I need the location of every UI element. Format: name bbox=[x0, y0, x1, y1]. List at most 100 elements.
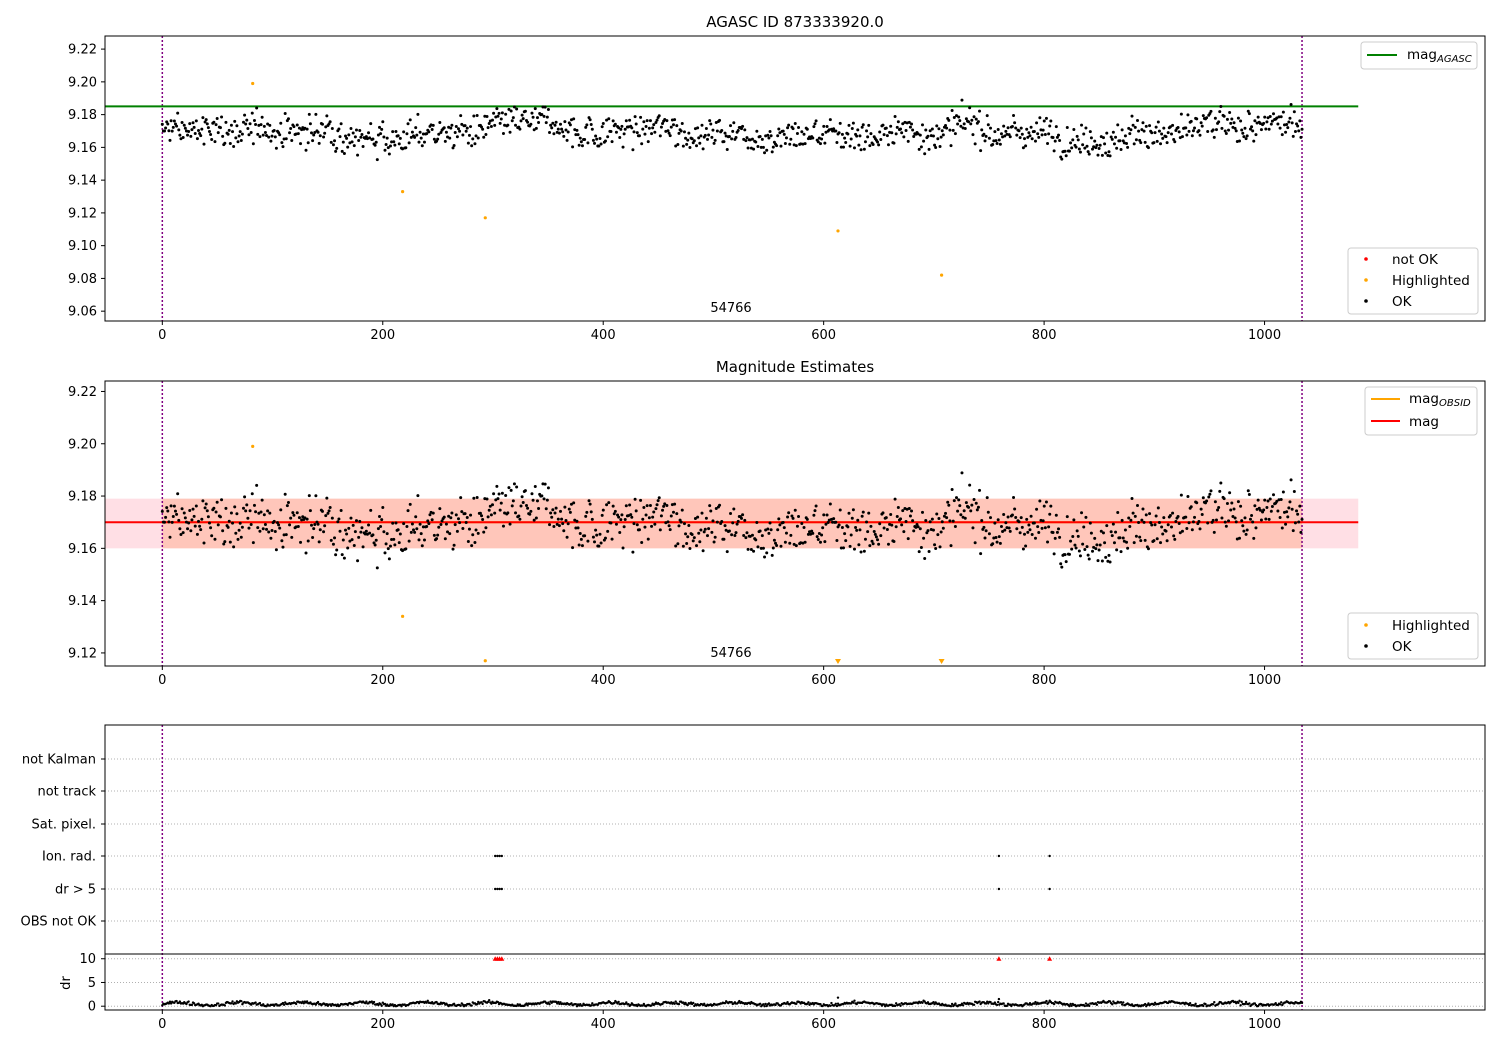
ok-point bbox=[637, 134, 641, 138]
ok-point bbox=[817, 532, 821, 536]
ok-point bbox=[958, 119, 962, 123]
ok-point bbox=[983, 536, 987, 540]
ok-point bbox=[561, 522, 565, 526]
ok-point bbox=[1269, 509, 1273, 513]
ok-point bbox=[1227, 519, 1231, 523]
ok-point bbox=[1028, 134, 1032, 138]
ok-point bbox=[713, 138, 717, 142]
ok-point bbox=[247, 526, 251, 530]
ok-point bbox=[232, 545, 236, 549]
flag-row-label: OBS not OK bbox=[21, 915, 97, 930]
ok-point bbox=[1052, 149, 1056, 153]
ok-point bbox=[218, 515, 222, 519]
dr-point bbox=[192, 1002, 196, 1005]
ok-point bbox=[940, 129, 944, 133]
ok-point bbox=[564, 128, 568, 132]
ok-point bbox=[278, 526, 282, 530]
dr-point bbox=[786, 1001, 789, 1004]
ok-point bbox=[371, 137, 375, 141]
ok-point bbox=[874, 535, 878, 539]
ok-point bbox=[190, 518, 194, 522]
ok-point bbox=[224, 506, 228, 510]
ok-point bbox=[182, 123, 186, 127]
ok-point bbox=[1169, 525, 1173, 529]
ok-point bbox=[878, 522, 882, 526]
ok-point bbox=[1064, 154, 1068, 158]
ok-point bbox=[402, 522, 406, 526]
ok-point bbox=[172, 119, 176, 123]
ok-point bbox=[439, 130, 443, 134]
ok-point bbox=[550, 126, 554, 130]
dr-point bbox=[294, 1002, 298, 1006]
ok-point bbox=[559, 122, 563, 126]
ok-point bbox=[803, 142, 807, 146]
dr-point bbox=[452, 1002, 456, 1006]
ok-point bbox=[160, 122, 164, 126]
ok-point bbox=[739, 516, 743, 520]
ok-point bbox=[839, 546, 843, 550]
ok-point bbox=[610, 140, 614, 144]
ok-point bbox=[1223, 129, 1227, 133]
ok-point bbox=[279, 508, 283, 512]
ok-point bbox=[1300, 127, 1304, 131]
ok-point bbox=[203, 120, 207, 124]
ok-point bbox=[360, 133, 364, 137]
ok-point bbox=[736, 128, 740, 132]
ok-point bbox=[521, 117, 525, 121]
ok-point bbox=[1178, 531, 1182, 535]
ok-point bbox=[828, 502, 832, 506]
ok-point bbox=[645, 119, 649, 123]
ok-point bbox=[1101, 531, 1105, 535]
ok-point bbox=[471, 533, 475, 537]
ok-point bbox=[170, 129, 174, 133]
ok-point bbox=[437, 525, 441, 529]
ok-point bbox=[1104, 151, 1108, 155]
ok-point bbox=[813, 509, 817, 513]
ok-point bbox=[926, 529, 930, 533]
ok-point bbox=[782, 526, 786, 530]
ok-point bbox=[544, 507, 548, 511]
ok-point bbox=[754, 538, 758, 542]
ok-point bbox=[991, 143, 995, 147]
ok-point bbox=[1190, 528, 1194, 532]
ok-point bbox=[1172, 534, 1176, 538]
ok-point bbox=[545, 498, 549, 502]
ok-point bbox=[994, 139, 998, 143]
ok-point bbox=[197, 519, 201, 523]
ok-point bbox=[554, 506, 558, 510]
ok-point bbox=[823, 141, 827, 145]
dr-point bbox=[1070, 1004, 1073, 1008]
ok-point bbox=[565, 535, 569, 539]
ok-point bbox=[962, 122, 966, 126]
ok-point bbox=[902, 135, 906, 139]
ok-point bbox=[1162, 516, 1166, 520]
ok-point bbox=[1233, 516, 1237, 520]
ok-point bbox=[555, 522, 559, 526]
ok-point bbox=[286, 117, 290, 121]
ok-point bbox=[1146, 547, 1150, 551]
dr-point bbox=[677, 1002, 681, 1006]
ok-point bbox=[844, 141, 848, 145]
ok-point bbox=[814, 119, 818, 123]
ok-point bbox=[879, 534, 883, 538]
ok-point bbox=[692, 139, 696, 143]
ok-point bbox=[251, 142, 255, 146]
ok-point bbox=[1097, 548, 1101, 552]
ok-point bbox=[1039, 518, 1043, 522]
ok-point bbox=[396, 134, 400, 138]
ok-point bbox=[954, 114, 958, 118]
ok-point bbox=[193, 132, 197, 136]
ok-point bbox=[1250, 513, 1254, 517]
x-tick-label: 600 bbox=[811, 673, 836, 688]
ok-point bbox=[674, 544, 678, 548]
ok-point bbox=[1230, 501, 1234, 505]
ok-point bbox=[447, 514, 451, 518]
ok-point bbox=[280, 141, 284, 145]
ok-point bbox=[529, 509, 533, 513]
ok-point bbox=[968, 483, 972, 487]
dr-point bbox=[950, 1002, 954, 1006]
agasc-obsid-label: 54766 bbox=[710, 301, 751, 316]
ok-point bbox=[501, 131, 505, 135]
ok-point bbox=[620, 124, 624, 128]
ok-point bbox=[216, 523, 220, 527]
